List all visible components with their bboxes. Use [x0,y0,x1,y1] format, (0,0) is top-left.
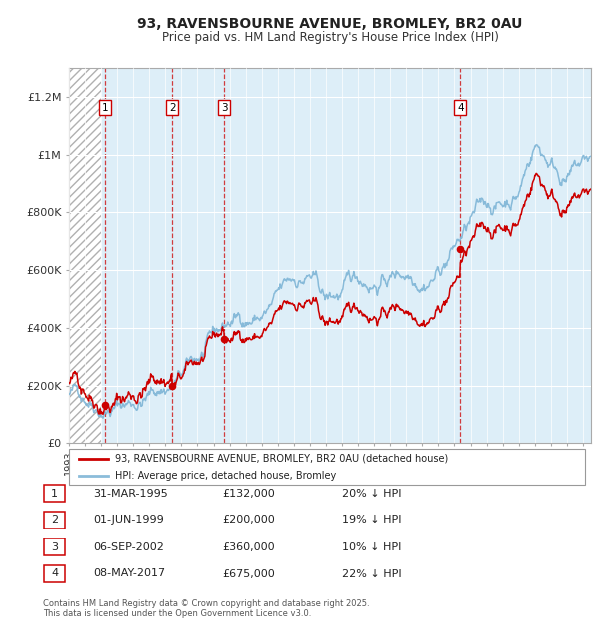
Text: 01-JUN-1999: 01-JUN-1999 [93,515,164,525]
Text: £675,000: £675,000 [222,569,275,578]
Text: 4: 4 [457,102,464,113]
Text: Contains HM Land Registry data © Crown copyright and database right 2025.
This d: Contains HM Land Registry data © Crown c… [43,599,370,618]
Text: 2: 2 [169,102,175,113]
Text: 1: 1 [102,102,109,113]
Text: Price paid vs. HM Land Registry's House Price Index (HPI): Price paid vs. HM Land Registry's House … [161,31,499,44]
Text: £360,000: £360,000 [222,542,275,552]
Text: 93, RAVENSBOURNE AVENUE, BROMLEY, BR2 0AU: 93, RAVENSBOURNE AVENUE, BROMLEY, BR2 0A… [137,17,523,32]
Text: 08-MAY-2017: 08-MAY-2017 [93,569,165,578]
Text: 4: 4 [51,569,58,578]
Text: 3: 3 [51,542,58,552]
Bar [69,68,101,443]
Text: £132,000: £132,000 [222,489,275,498]
Text: 93, RAVENSBOURNE AVENUE, BROMLEY, BR2 0AU (detached house): 93, RAVENSBOURNE AVENUE, BROMLEY, BR2 0A… [115,454,449,464]
Text: 10% ↓ HPI: 10% ↓ HPI [342,542,401,552]
Text: 1: 1 [51,489,58,498]
Text: 19% ↓ HPI: 19% ↓ HPI [342,515,401,525]
Text: 31-MAR-1995: 31-MAR-1995 [93,489,168,498]
Text: HPI: Average price, detached house, Bromley: HPI: Average price, detached house, Brom… [115,471,337,481]
Text: 06-SEP-2002: 06-SEP-2002 [93,542,164,552]
Text: 2: 2 [51,515,58,525]
Text: 20% ↓ HPI: 20% ↓ HPI [342,489,401,498]
Text: £200,000: £200,000 [222,515,275,525]
Text: 22% ↓ HPI: 22% ↓ HPI [342,569,401,578]
Text: 3: 3 [221,102,227,113]
